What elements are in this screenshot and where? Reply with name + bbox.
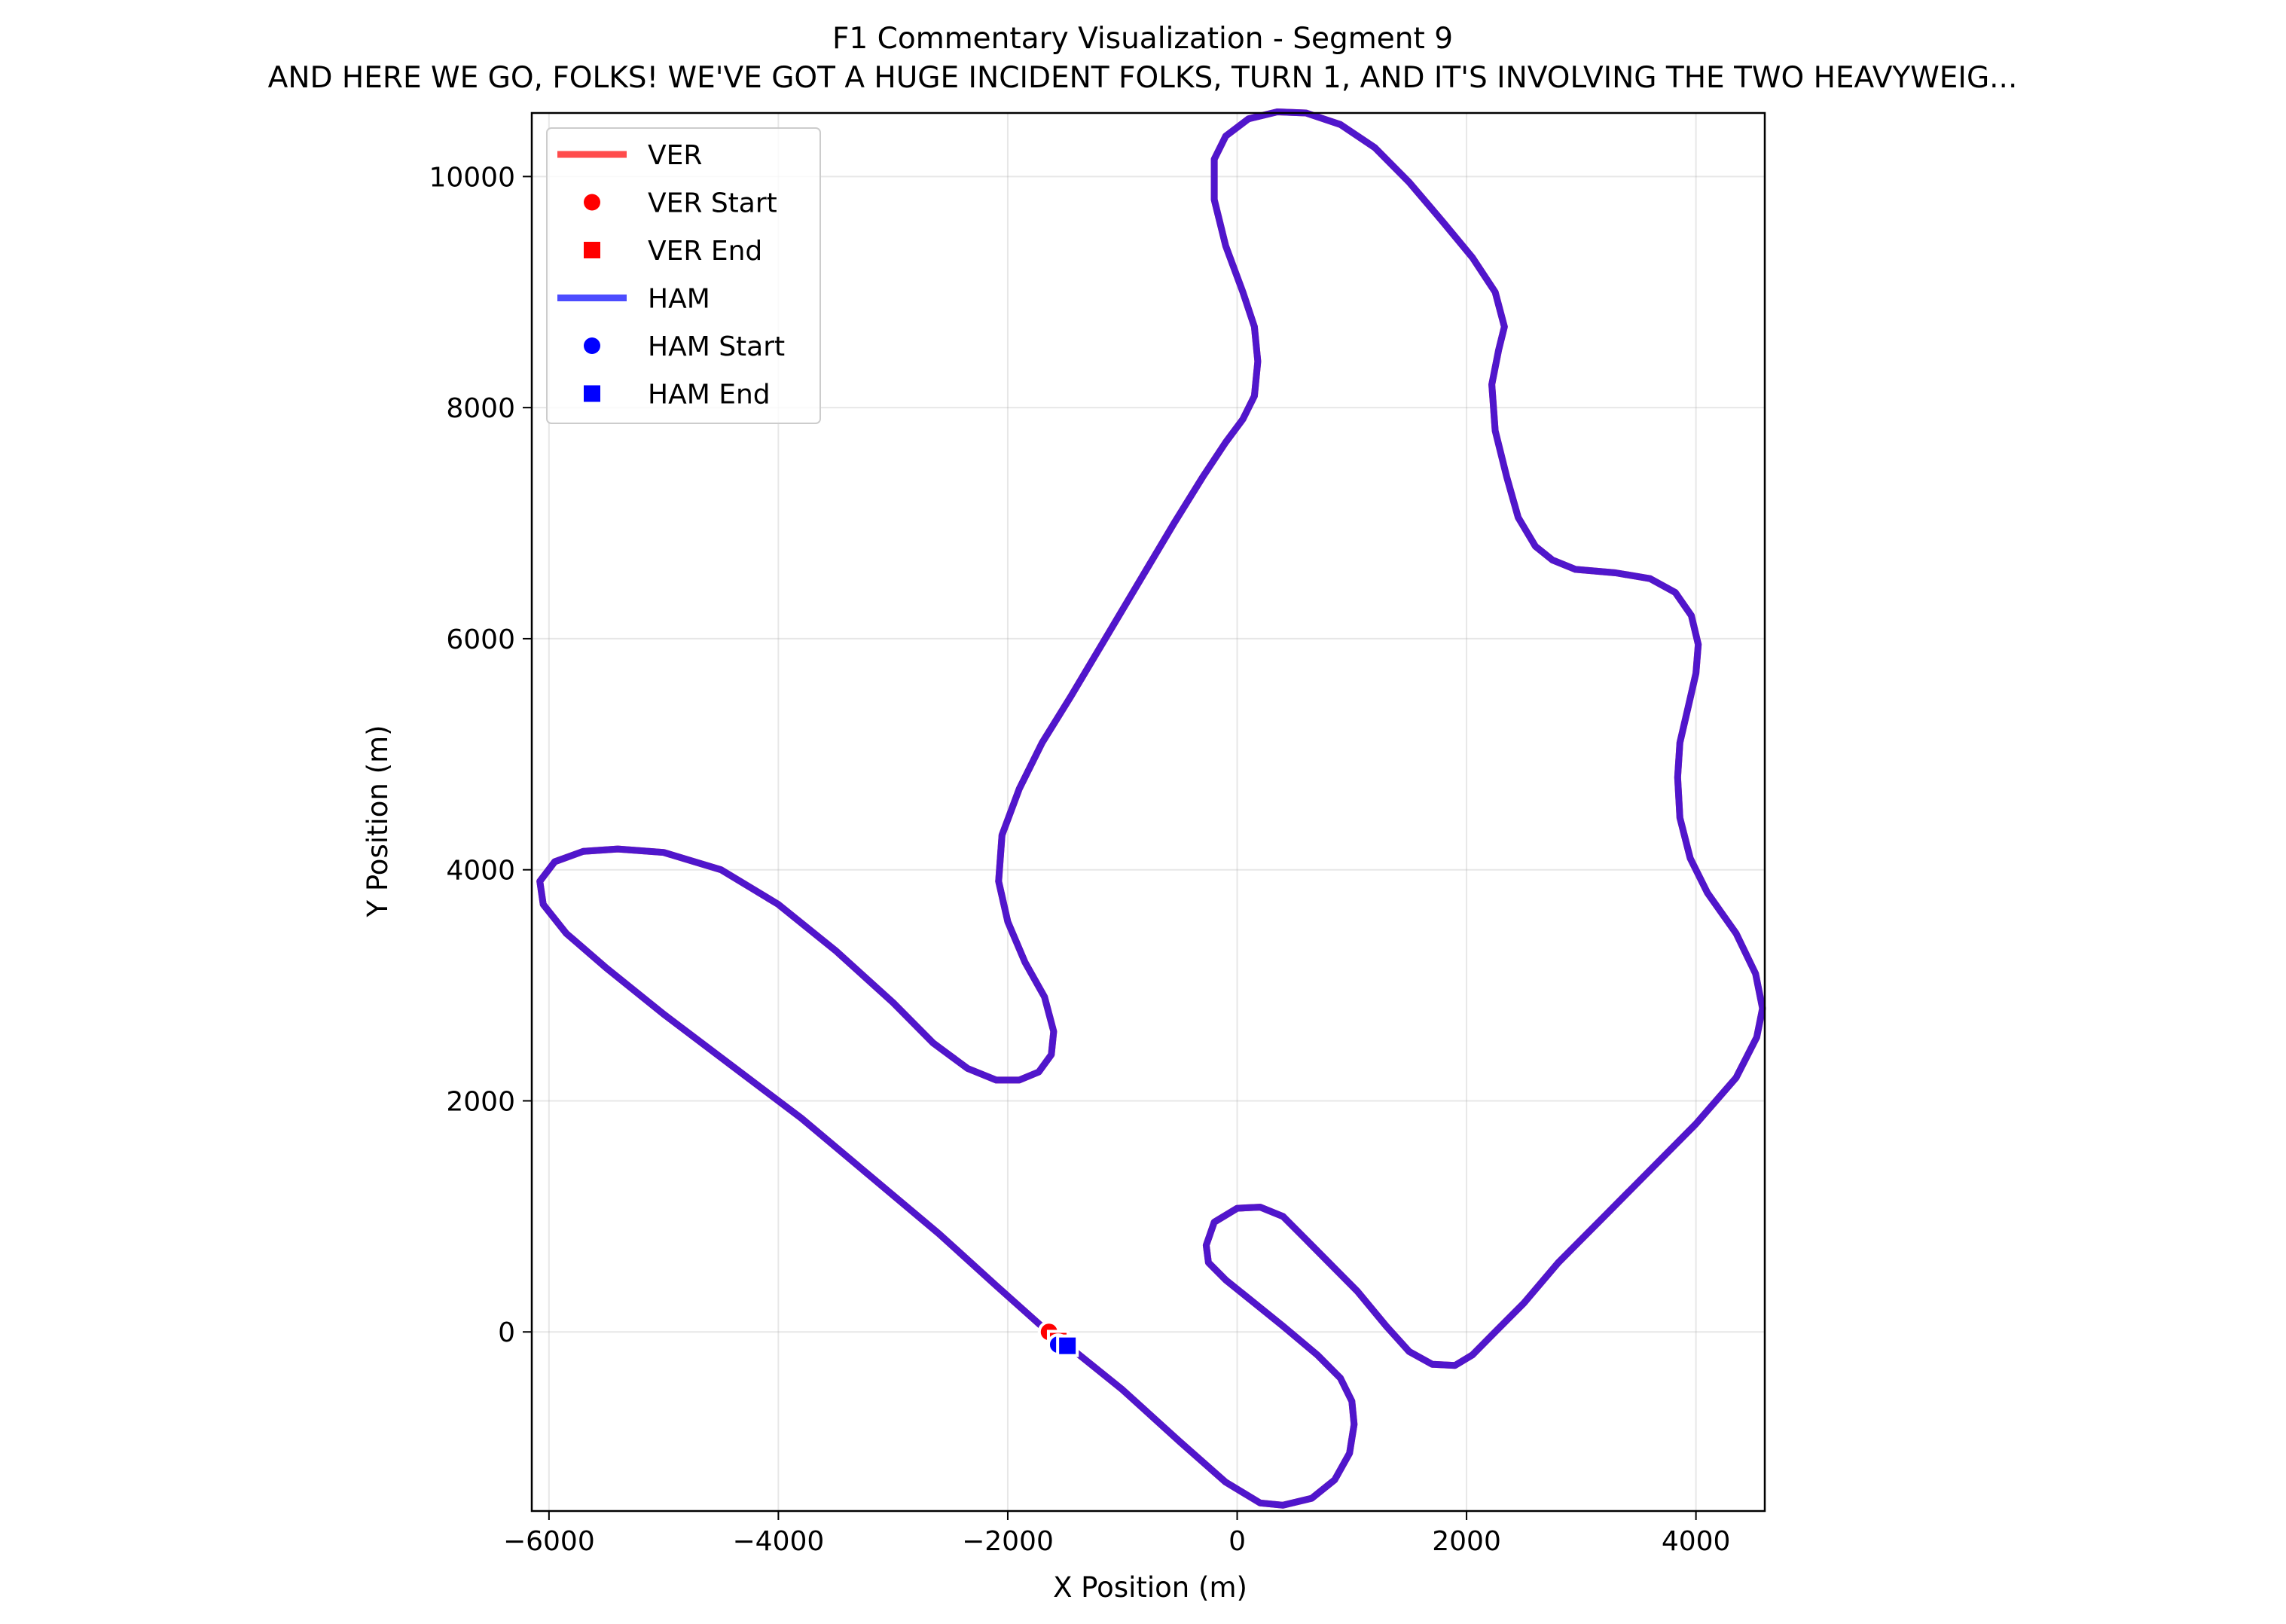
chart-subtitle: AND HERE WE GO, FOLKS! WE'VE GOT A HUGE … <box>268 61 2018 95</box>
legend-label-ham-end: HAM End <box>648 380 771 411</box>
legend-swatch-ver-start <box>584 194 600 211</box>
x-tick-label: −4000 <box>733 1526 825 1557</box>
y-tick-label: 10000 <box>429 162 515 193</box>
x-tick-label: 0 <box>1228 1526 1246 1557</box>
legend-swatch-ham-start <box>584 337 600 354</box>
ham-end-marker <box>1056 1334 1079 1357</box>
legend-label-ver-end: VER End <box>648 236 762 267</box>
legend-label-ver: VER <box>648 140 702 171</box>
x-tick-label: 4000 <box>1662 1526 1731 1557</box>
legend-label-ham-start: HAM Start <box>648 331 785 362</box>
y-tick-label: 0 <box>498 1317 515 1348</box>
legend-box <box>546 127 821 424</box>
legend: VER VER Start VER End HAM HAM Start HAM End <box>546 127 821 424</box>
legend-swatch-ham-end <box>584 385 600 402</box>
y-axis-label: Y Position (m) <box>362 725 394 917</box>
y-tick-label: 4000 <box>446 856 515 887</box>
start-end-markers <box>1037 1320 1079 1357</box>
y-tick-label: 2000 <box>446 1086 515 1117</box>
y-tick-label: 6000 <box>446 624 515 655</box>
chart-title: F1 Commentary Visualization - Segment 9 <box>832 22 1453 56</box>
x-tick-label: 2000 <box>1432 1526 1501 1557</box>
legend-label-ver-start: VER Start <box>648 188 777 219</box>
track-layer <box>536 108 1766 1509</box>
x-axis-label: X Position (m) <box>1053 1571 1247 1604</box>
axis-ticks: −6000 −4000 −2000 0 2000 4000 0 2000 4000 6000 800… <box>429 162 1730 1557</box>
y-tick-label: 8000 <box>446 393 515 424</box>
legend-items: VER VER Start VER End HAM HAM Start HAM End <box>557 140 785 411</box>
x-tick-label: −6000 <box>503 1526 595 1557</box>
legend-swatch-ver-end <box>584 242 600 258</box>
plot-area-frame <box>530 111 1766 1513</box>
legend-label-ham: HAM <box>648 284 710 315</box>
x-tick-label: −2000 <box>962 1526 1054 1557</box>
ham-track-line <box>536 108 1766 1509</box>
